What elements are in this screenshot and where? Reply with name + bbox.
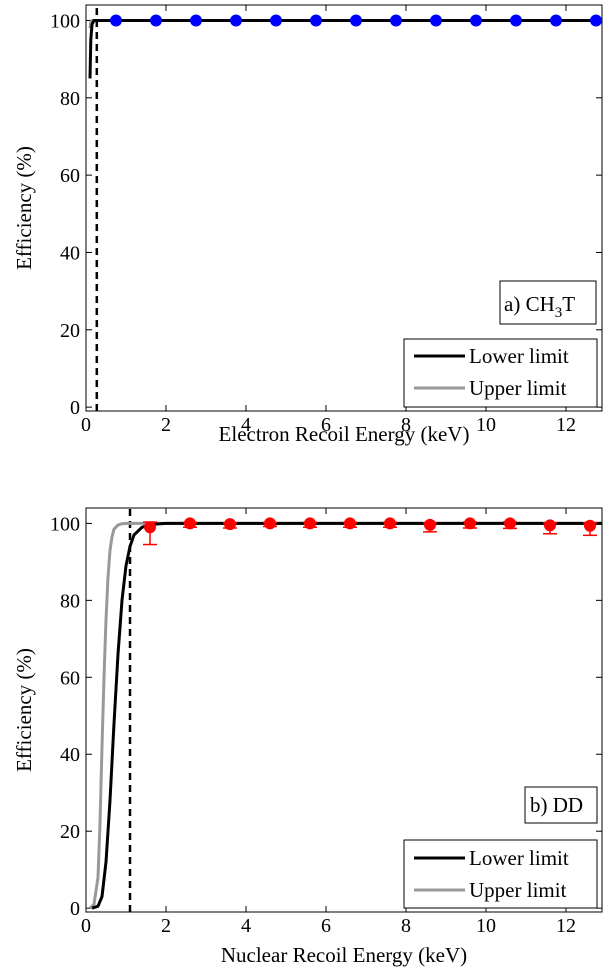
data-point-a bbox=[430, 14, 442, 27]
svg-text:a) CH3T: a) CH3T bbox=[504, 292, 575, 321]
y-tick-label-a: 100 bbox=[50, 10, 80, 32]
x-tick-label-a: 4 bbox=[241, 414, 251, 436]
data-point-a bbox=[550, 14, 562, 27]
y-tick-label-b: 100 bbox=[50, 513, 80, 535]
panel-label-b: b) DD bbox=[524, 786, 598, 824]
y-tick-label-b: 20 bbox=[60, 821, 80, 843]
x-tick-label-a: 6 bbox=[321, 414, 331, 436]
data-point-b bbox=[384, 517, 396, 530]
legend-label-lower-a: Lower limit bbox=[469, 344, 569, 368]
data-point-a bbox=[510, 14, 522, 27]
data-point-b bbox=[184, 517, 196, 530]
legend-label-lower-b: Lower limit bbox=[469, 846, 569, 870]
data-point-b bbox=[464, 517, 476, 530]
panel-label-a-main: a) CH bbox=[504, 292, 555, 316]
y-tick-label-b: 80 bbox=[60, 590, 80, 612]
data-point-a bbox=[350, 14, 362, 27]
panel-label-a: a) CH3T bbox=[499, 280, 597, 325]
data-point-a bbox=[310, 14, 322, 27]
lower-limit-curve-a bbox=[88, 18, 602, 79]
data-point-b bbox=[544, 519, 556, 532]
x-tick-label-a: 12 bbox=[556, 414, 576, 436]
data-point-b bbox=[424, 518, 436, 531]
legend-a: Lower limit Upper limit bbox=[403, 338, 598, 408]
x-tick-label-a: 8 bbox=[401, 414, 411, 436]
x-tick-label-b: 8 bbox=[401, 915, 411, 937]
x-tick-label-a: 2 bbox=[161, 414, 171, 436]
x-tick-label-b: 4 bbox=[241, 915, 251, 937]
legend-label-upper-a: Upper limit bbox=[469, 376, 567, 400]
legend-label-upper-b: Upper limit bbox=[469, 878, 567, 902]
x-tick-label-a: 10 bbox=[476, 414, 496, 436]
x-tick-label-b: 10 bbox=[476, 915, 496, 937]
data-point-b bbox=[344, 517, 356, 530]
y-tick-label-a: 40 bbox=[60, 242, 80, 264]
data-point-b bbox=[304, 517, 316, 530]
panel-a: 0 2 4 6 8 10 12 0 20 40 60 80 100 Electron Recoil E… bbox=[12, 4, 603, 446]
data-point-a bbox=[230, 14, 242, 27]
panel-label-a-tail: T bbox=[562, 292, 575, 316]
data-point-b bbox=[584, 519, 596, 532]
y-tick-label-a: 0 bbox=[70, 397, 80, 419]
panel-label-b-text: b) DD bbox=[530, 793, 583, 817]
data-point-a bbox=[470, 14, 482, 27]
y-tick-label-a: 80 bbox=[60, 88, 80, 110]
panel-label-a-sub: 3 bbox=[555, 305, 563, 321]
data-point-a bbox=[110, 14, 122, 27]
x-tick-label-b: 6 bbox=[321, 915, 331, 937]
data-point-a bbox=[590, 14, 602, 27]
data-point-a bbox=[150, 14, 162, 27]
x-tick-label-b: 0 bbox=[81, 915, 91, 937]
upper-limit-curve-b bbox=[88, 521, 602, 910]
y-tick-label-b: 40 bbox=[60, 744, 80, 766]
x-tick-label-b: 12 bbox=[556, 915, 576, 937]
y-axis-title-b: Efficiency (%) bbox=[12, 648, 36, 772]
data-point-a bbox=[190, 14, 202, 27]
y-tick-label-a: 20 bbox=[60, 320, 80, 342]
x-axis-title-a: Electron Recoil Energy (keV) bbox=[219, 422, 470, 446]
y-tick-label-a: 60 bbox=[60, 165, 80, 187]
data-point-a bbox=[270, 14, 282, 27]
y-tick-label-b: 60 bbox=[60, 667, 80, 689]
y-tick-label-b: 0 bbox=[70, 898, 80, 920]
data-point-a bbox=[390, 14, 402, 27]
data-point-b bbox=[224, 518, 236, 531]
legend-b: Lower limit Upper limit bbox=[403, 839, 598, 909]
x-tick-label-b: 2 bbox=[161, 915, 171, 937]
panel-b: 0 2 4 6 8 10 12 0 20 40 60 80 100 Nuclear Recoil En… bbox=[12, 507, 603, 967]
x-axis-title-b: Nuclear Recoil Energy (keV) bbox=[221, 943, 467, 967]
data-point-b bbox=[504, 517, 516, 530]
data-point-b bbox=[264, 517, 276, 530]
x-tick-label-a: 0 bbox=[81, 414, 91, 436]
data-point-b bbox=[144, 521, 156, 534]
y-axis-title-a: Efficiency (%) bbox=[12, 146, 36, 270]
